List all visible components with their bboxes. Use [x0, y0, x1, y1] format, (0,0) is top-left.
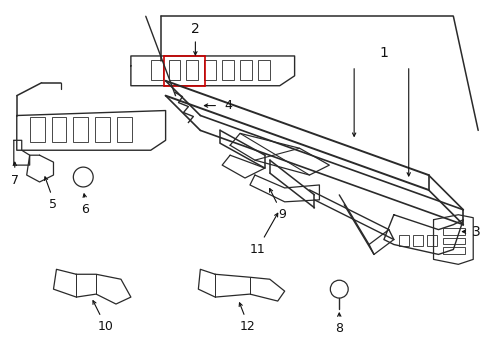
Text: 2: 2: [191, 22, 200, 36]
Bar: [95, 117, 110, 142]
Text: 4: 4: [224, 99, 232, 112]
Bar: [257, 60, 269, 80]
Bar: [117, 117, 132, 142]
Bar: [412, 235, 422, 247]
Bar: [443, 228, 464, 235]
Bar: [30, 117, 44, 142]
Text: 6: 6: [81, 203, 89, 216]
Text: 12: 12: [240, 320, 255, 333]
Bar: [222, 60, 234, 80]
Text: 5: 5: [49, 198, 58, 211]
Bar: [51, 117, 66, 142]
Text: 8: 8: [335, 322, 343, 336]
Text: 7: 7: [11, 174, 19, 186]
Bar: [186, 60, 198, 80]
Bar: [73, 117, 88, 142]
Text: 10: 10: [98, 320, 114, 333]
Bar: [240, 60, 251, 80]
Text: 3: 3: [471, 225, 480, 239]
Bar: [150, 60, 163, 80]
Bar: [398, 235, 408, 247]
Text: 9: 9: [277, 208, 285, 221]
Bar: [443, 238, 464, 244]
Text: 1: 1: [379, 46, 387, 60]
Text: 11: 11: [249, 243, 265, 256]
Bar: [168, 60, 180, 80]
Bar: [443, 247, 464, 255]
Bar: [426, 235, 436, 247]
Bar: [204, 60, 216, 80]
